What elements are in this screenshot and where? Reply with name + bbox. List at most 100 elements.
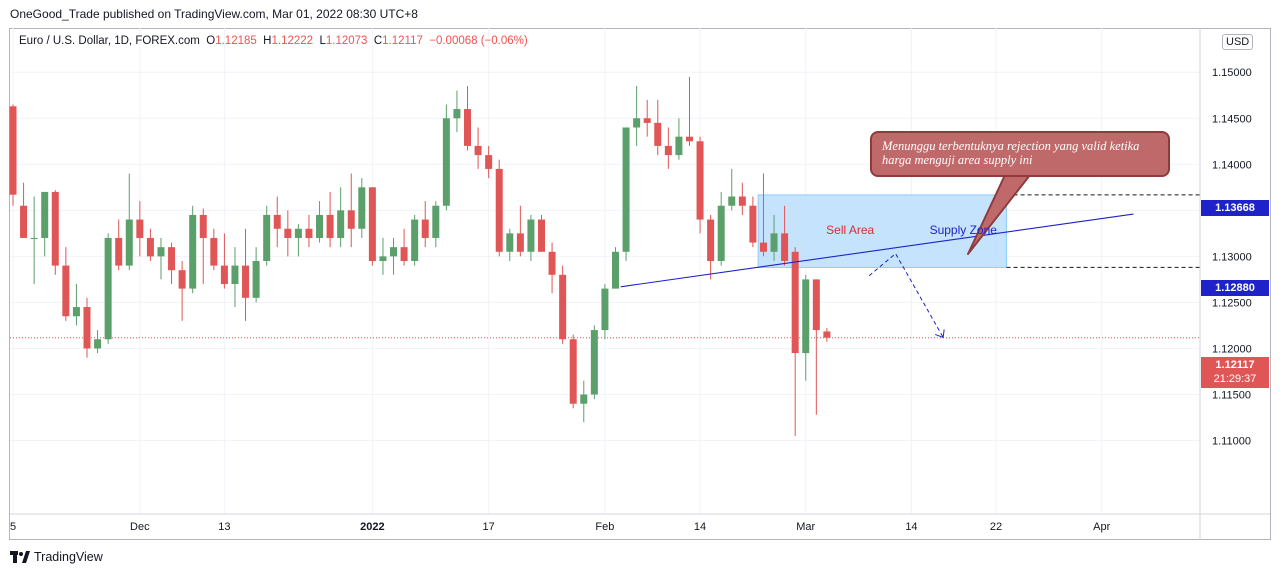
candle bbox=[51, 190, 59, 275]
price-axis: 1.150001.145001.140001.135001.130001.125… bbox=[1212, 67, 1252, 447]
candle bbox=[633, 86, 641, 146]
candle-body bbox=[400, 247, 408, 261]
candle bbox=[770, 214, 778, 261]
candle bbox=[326, 191, 334, 248]
candle bbox=[664, 127, 672, 169]
candle-body bbox=[781, 233, 789, 261]
candle-body bbox=[284, 228, 292, 238]
candle bbox=[94, 330, 102, 354]
candle bbox=[548, 242, 556, 294]
candle bbox=[337, 187, 345, 248]
candle-body bbox=[759, 242, 767, 252]
candle-body bbox=[20, 205, 28, 238]
candle bbox=[368, 187, 376, 266]
candle-body bbox=[411, 219, 419, 261]
low-value: 1.12073 bbox=[325, 35, 368, 47]
candle-body bbox=[210, 237, 218, 266]
candle-body bbox=[146, 237, 154, 257]
candle bbox=[189, 205, 197, 294]
candle-body bbox=[51, 191, 59, 266]
candle-body bbox=[432, 205, 440, 238]
candle bbox=[654, 99, 662, 156]
candle bbox=[590, 325, 598, 400]
candle bbox=[220, 233, 228, 289]
candle bbox=[516, 205, 524, 257]
candle bbox=[263, 205, 271, 266]
candle bbox=[125, 173, 133, 271]
candle bbox=[178, 260, 186, 321]
candle-body bbox=[611, 251, 619, 289]
candle-body bbox=[136, 219, 144, 238]
candle bbox=[485, 145, 493, 179]
candle bbox=[210, 228, 218, 271]
candle-body bbox=[273, 214, 281, 229]
low-label: L bbox=[319, 35, 326, 47]
candle bbox=[601, 284, 609, 340]
publisher-caption: OneGood_Trade published on TradingView.c… bbox=[10, 7, 418, 21]
candle bbox=[622, 127, 630, 261]
candle bbox=[157, 237, 165, 280]
time-tick-label: 13 bbox=[218, 521, 230, 533]
candle-body bbox=[791, 251, 799, 354]
price-tick-label: 1.14000 bbox=[1212, 159, 1252, 171]
candle-body bbox=[738, 196, 746, 206]
candle-body bbox=[30, 237, 38, 239]
candle-body bbox=[654, 122, 662, 146]
candle bbox=[62, 247, 70, 321]
candles bbox=[9, 76, 831, 436]
candle-body bbox=[442, 118, 450, 206]
candle-body bbox=[728, 196, 736, 206]
chart-frame bbox=[9, 28, 1271, 540]
candle bbox=[411, 214, 419, 266]
chart-grid bbox=[10, 28, 1200, 514]
candle-body bbox=[559, 274, 567, 340]
candle bbox=[284, 210, 292, 257]
candle-body bbox=[263, 214, 271, 261]
candle bbox=[379, 237, 387, 275]
candle-body bbox=[770, 233, 778, 252]
candle bbox=[432, 201, 440, 248]
candle-body bbox=[802, 279, 810, 354]
brand-name: TradingView bbox=[34, 550, 103, 564]
tradingview-brand[interactable]: TradingView bbox=[10, 550, 103, 564]
zone-top-price-label: 1.13668 bbox=[1201, 200, 1269, 216]
time-tick-label: 5 bbox=[10, 521, 16, 533]
candle-body bbox=[83, 307, 91, 349]
candle-body bbox=[464, 109, 472, 146]
candle-body bbox=[812, 279, 820, 331]
candle-body bbox=[601, 288, 609, 331]
time-tick-label: Feb bbox=[595, 521, 614, 533]
price-tick-label: 1.13000 bbox=[1212, 251, 1252, 263]
candle bbox=[759, 173, 767, 257]
price-tick-label: 1.14500 bbox=[1212, 113, 1252, 125]
candle-body bbox=[823, 331, 831, 338]
candle-body bbox=[168, 247, 176, 271]
candle-body bbox=[696, 141, 704, 220]
tradingview-logo-icon bbox=[10, 551, 30, 563]
candle bbox=[316, 201, 324, 243]
candle bbox=[20, 182, 28, 238]
candle-body bbox=[242, 265, 250, 298]
candle bbox=[83, 297, 91, 358]
candle-body bbox=[358, 187, 366, 229]
trendline bbox=[620, 213, 1134, 288]
projection-arrowhead bbox=[934, 329, 945, 339]
candle bbox=[749, 196, 757, 248]
candle bbox=[136, 201, 144, 257]
candle-body bbox=[548, 251, 556, 275]
candle-body bbox=[675, 136, 683, 156]
candle-body bbox=[115, 237, 123, 266]
candle bbox=[199, 208, 207, 285]
candle-body bbox=[685, 136, 693, 142]
candle bbox=[30, 196, 38, 285]
currency-button[interactable]: USD bbox=[1222, 34, 1254, 50]
sell-area-label: Sell Area bbox=[826, 223, 874, 237]
candle-body bbox=[633, 118, 641, 128]
open-label: O bbox=[206, 35, 216, 47]
time-tick-label: 2022 bbox=[360, 521, 384, 533]
candle bbox=[242, 228, 250, 321]
price-tick-label: 1.12500 bbox=[1212, 297, 1252, 309]
time-tick-label: 17 bbox=[483, 521, 495, 533]
candle-body bbox=[538, 219, 545, 252]
